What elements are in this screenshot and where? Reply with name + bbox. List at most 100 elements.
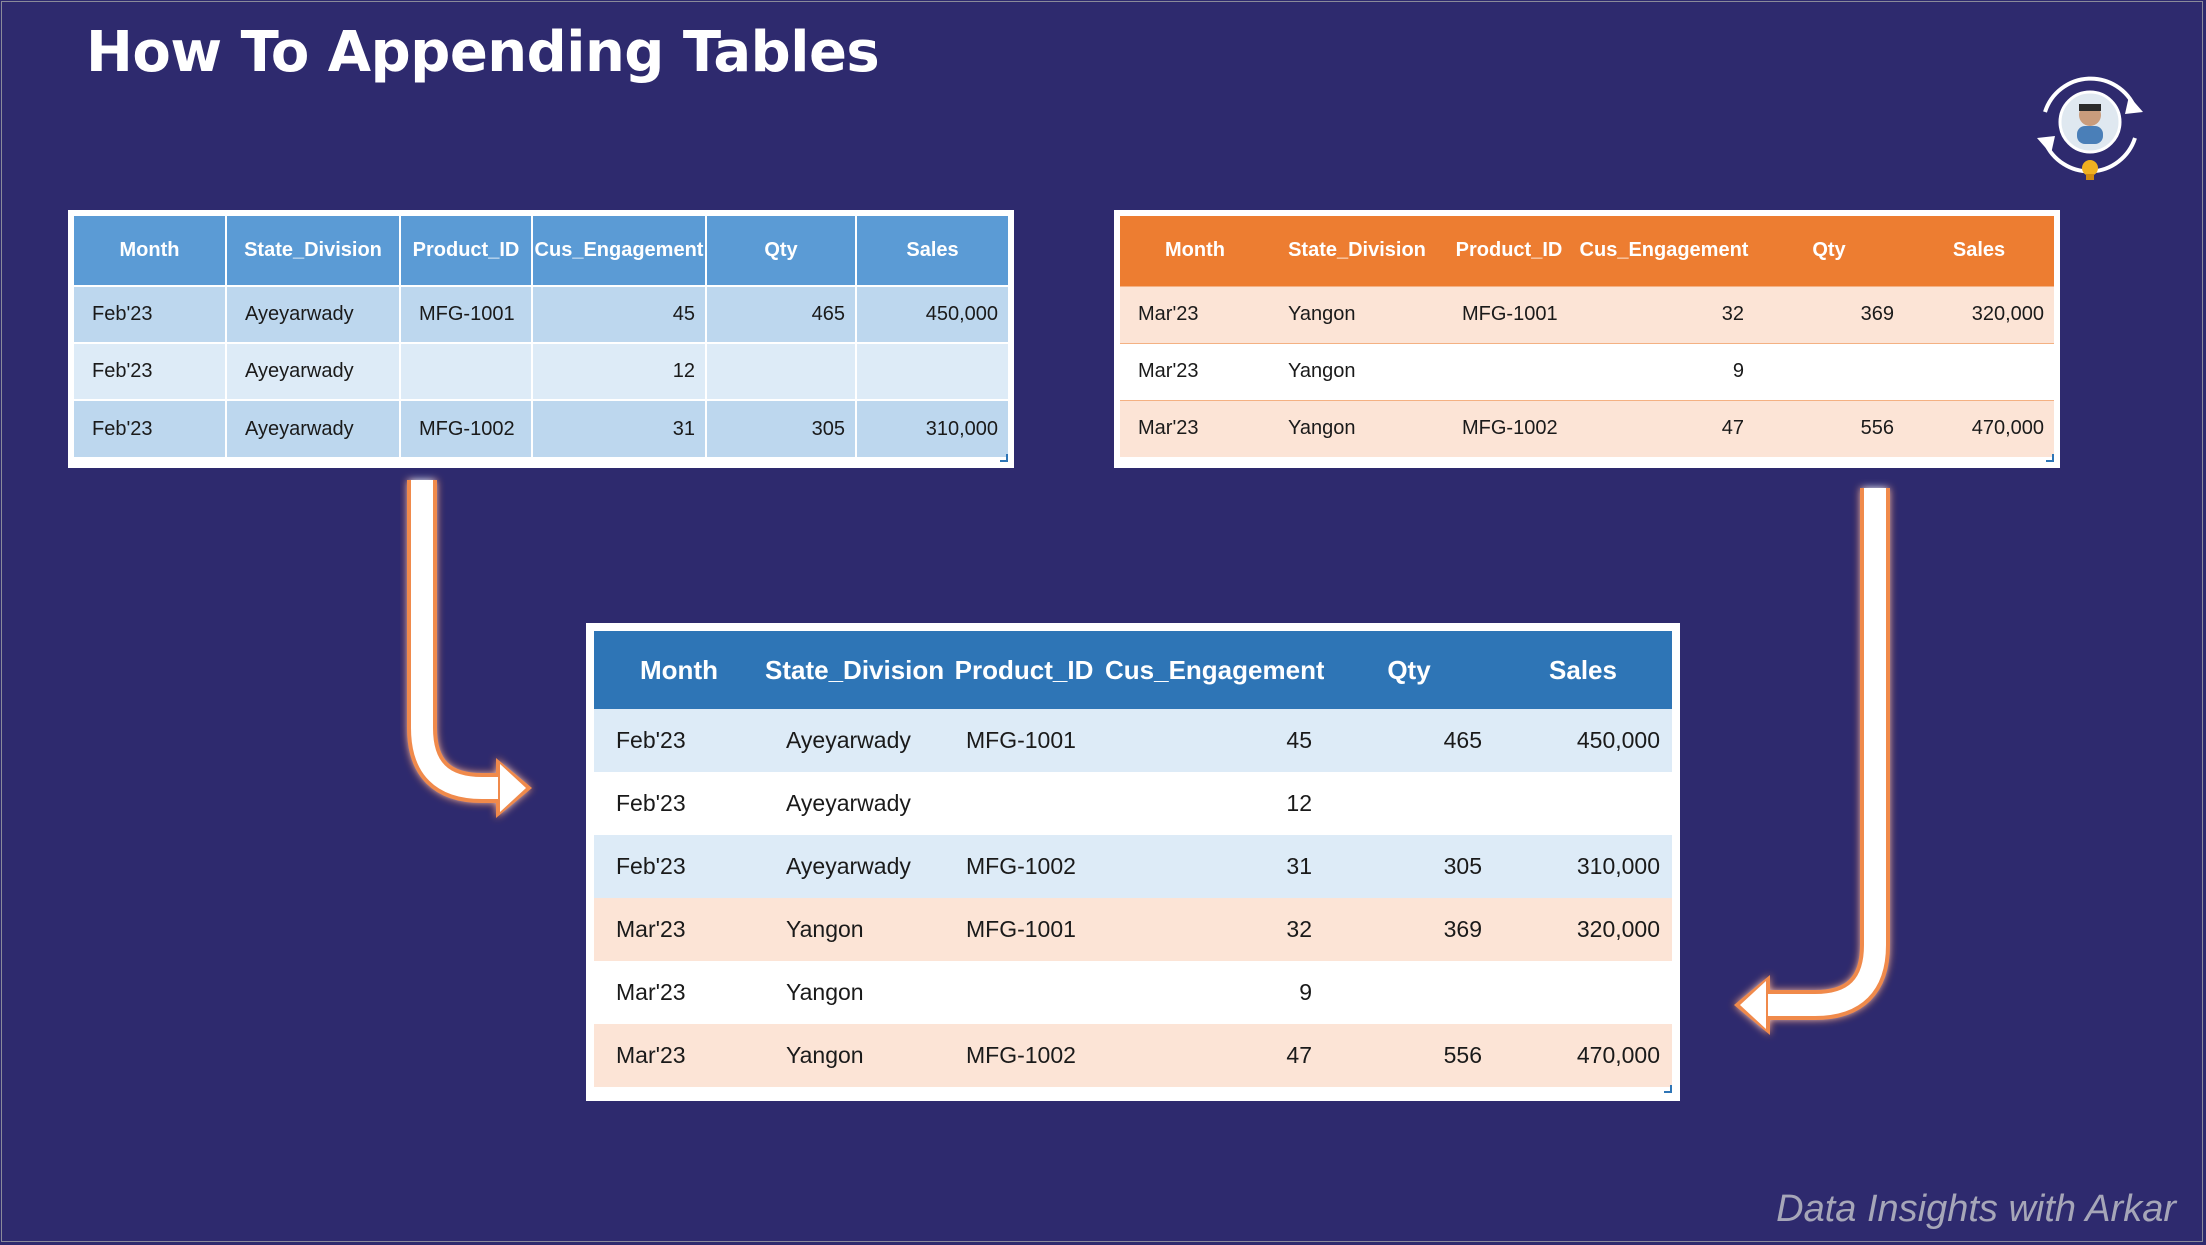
cell-cus-engagement[interactable]: 47: [1574, 399, 1754, 457]
cell-product-id[interactable]: [944, 772, 1104, 835]
cell-month[interactable]: Feb'23: [594, 709, 764, 772]
cell-state-division[interactable]: Ayeyarwady: [226, 342, 401, 400]
cell-month[interactable]: Mar'23: [1120, 342, 1270, 400]
cell-product-id[interactable]: MFG-1001: [944, 709, 1104, 772]
cell-state-division[interactable]: Yangon: [1270, 342, 1444, 400]
column-header-month[interactable]: Month: [594, 631, 764, 709]
cell-cus-engagement[interactable]: 12: [1104, 772, 1324, 835]
cell-qty[interactable]: [1754, 342, 1904, 400]
cell-cus-engagement[interactable]: 12: [532, 342, 707, 400]
cell-state-division[interactable]: Ayeyarwady: [764, 709, 944, 772]
cell-qty[interactable]: 465: [706, 285, 857, 343]
table-resize-handle[interactable]: [1000, 454, 1008, 462]
column-header-cus-engagement[interactable]: Cus_Engagement: [1104, 631, 1324, 709]
cell-qty[interactable]: 369: [1754, 285, 1904, 343]
cell-state-division[interactable]: Yangon: [764, 1024, 944, 1087]
column-header-sales[interactable]: Sales: [856, 216, 1008, 286]
cell-state-division[interactable]: Ayeyarwady: [226, 399, 401, 457]
cell-state-division[interactable]: Yangon: [764, 898, 944, 961]
cell-cus-engagement[interactable]: 45: [1104, 709, 1324, 772]
column-header-qty[interactable]: Qty: [1754, 216, 1904, 286]
cell-cus-engagement[interactable]: 31: [532, 399, 707, 457]
cell-qty[interactable]: [706, 342, 857, 400]
cell-sales[interactable]: 450,000: [1494, 709, 1672, 772]
cell-sales[interactable]: 320,000: [1494, 898, 1672, 961]
refresh-cycle-avatar-icon: [2037, 76, 2143, 180]
cell-sales[interactable]: [1494, 961, 1672, 1024]
cell-state-division[interactable]: Yangon: [1270, 285, 1444, 343]
column-header-product-id[interactable]: Product_ID: [1444, 216, 1574, 286]
cell-cus-engagement[interactable]: 45: [532, 285, 707, 343]
cell-qty[interactable]: 305: [1324, 835, 1494, 898]
column-header-state-division[interactable]: State_Division: [1270, 216, 1444, 286]
cell-product-id[interactable]: [1444, 342, 1574, 400]
column-header-state-division[interactable]: State_Division: [226, 216, 401, 286]
cell-month[interactable]: Feb'23: [74, 285, 227, 343]
cell-month[interactable]: Feb'23: [74, 342, 227, 400]
cell-month[interactable]: Mar'23: [594, 961, 764, 1024]
cell-product-id[interactable]: MFG-1001: [944, 898, 1104, 961]
cell-qty[interactable]: 556: [1754, 399, 1904, 457]
cell-sales[interactable]: 320,000: [1904, 285, 2054, 343]
cell-product-id[interactable]: MFG-1002: [944, 1024, 1104, 1087]
cell-cus-engagement[interactable]: 32: [1104, 898, 1324, 961]
cell-cus-engagement[interactable]: 47: [1104, 1024, 1324, 1087]
cell-sales[interactable]: 470,000: [1494, 1024, 1672, 1087]
column-header-month[interactable]: Month: [1120, 216, 1270, 286]
table-resize-handle[interactable]: [2046, 454, 2054, 462]
cell-state-division[interactable]: Yangon: [1270, 399, 1444, 457]
cell-month[interactable]: Mar'23: [1120, 399, 1270, 457]
cell-month[interactable]: Feb'23: [594, 772, 764, 835]
cell-product-id[interactable]: MFG-1002: [944, 835, 1104, 898]
column-header-qty[interactable]: Qty: [1324, 631, 1494, 709]
cell-sales[interactable]: 470,000: [1904, 399, 2054, 457]
cell-state-division[interactable]: Ayeyarwady: [764, 835, 944, 898]
table-resize-handle[interactable]: [1664, 1085, 1672, 1093]
cell-cus-engagement[interactable]: 31: [1104, 835, 1324, 898]
column-header-month[interactable]: Month: [74, 216, 227, 286]
cell-product-id[interactable]: MFG-1002: [400, 399, 533, 457]
cell-product-id[interactable]: [400, 342, 533, 400]
cell-qty[interactable]: [1324, 961, 1494, 1024]
table-row: Feb'23 Ayeyarwady 12: [594, 772, 1672, 835]
cell-sales[interactable]: [1494, 772, 1672, 835]
column-header-state-division[interactable]: State_Division: [764, 631, 944, 709]
cell-product-id[interactable]: MFG-1001: [1444, 285, 1574, 343]
table-row: Feb'23 Ayeyarwady 12: [74, 342, 1008, 400]
cell-month[interactable]: Feb'23: [594, 835, 764, 898]
cell-sales[interactable]: 310,000: [1494, 835, 1672, 898]
cell-qty[interactable]: 305: [706, 399, 857, 457]
cell-product-id[interactable]: MFG-1002: [1444, 399, 1574, 457]
cell-month[interactable]: Mar'23: [594, 898, 764, 961]
cell-cus-engagement[interactable]: 32: [1574, 285, 1754, 343]
column-header-sales[interactable]: Sales: [1904, 216, 2054, 286]
cell-sales[interactable]: 310,000: [856, 399, 1008, 457]
cell-qty[interactable]: 465: [1324, 709, 1494, 772]
cell-month[interactable]: Mar'23: [594, 1024, 764, 1087]
cell-month[interactable]: Feb'23: [74, 399, 227, 457]
cell-qty[interactable]: 556: [1324, 1024, 1494, 1087]
cell-cus-engagement[interactable]: 9: [1574, 342, 1754, 400]
column-header-product-id[interactable]: Product_ID: [400, 216, 533, 286]
cell-state-division[interactable]: Yangon: [764, 961, 944, 1024]
column-header-product-id[interactable]: Product_ID: [944, 631, 1104, 709]
cell-state-division[interactable]: Ayeyarwady: [226, 285, 401, 343]
cell-sales[interactable]: [1904, 342, 2054, 400]
cell-sales[interactable]: 450,000: [856, 285, 1008, 343]
column-header-cus-engagement[interactable]: Cus_Engagement: [532, 216, 707, 286]
cell-state-division[interactable]: Ayeyarwady: [764, 772, 944, 835]
cell-qty[interactable]: [1324, 772, 1494, 835]
cell-cus-engagement[interactable]: 9: [1104, 961, 1324, 1024]
column-header-cus-engagement[interactable]: Cus_Engagement: [1574, 216, 1754, 286]
column-header-qty[interactable]: Qty: [706, 216, 857, 286]
table-row: Feb'23 Ayeyarwady MFG-1001 45 465 450,00…: [594, 709, 1672, 772]
source-table-feb: Month State_Division Product_ID Cus_Enga…: [68, 210, 1014, 468]
column-header-sales[interactable]: Sales: [1494, 631, 1672, 709]
cell-product-id[interactable]: MFG-1001: [400, 285, 533, 343]
cell-qty[interactable]: 369: [1324, 898, 1494, 961]
cell-sales[interactable]: [856, 342, 1008, 400]
cell-product-id[interactable]: [944, 961, 1104, 1024]
page-title: How To Appending Tables: [86, 20, 880, 85]
cell-month[interactable]: Mar'23: [1120, 285, 1270, 343]
